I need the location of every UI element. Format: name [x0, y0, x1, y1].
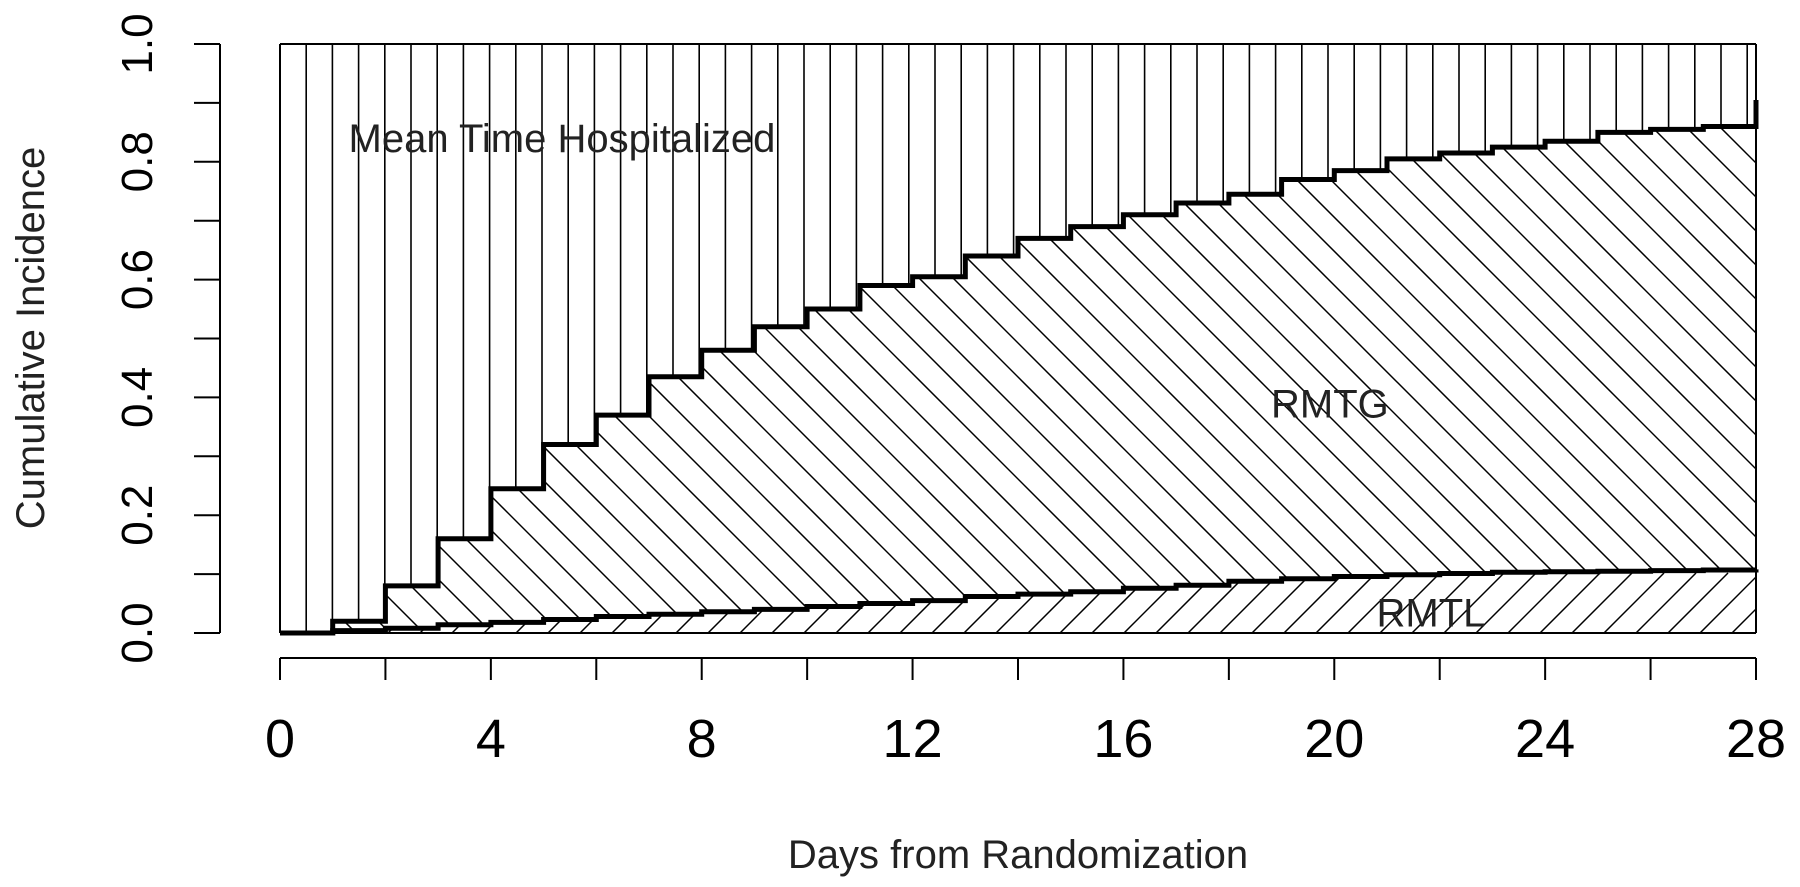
hatch-line: [1262, 100, 1756, 633]
hatch-line: [803, 572, 865, 633]
hatch-line: [1379, 572, 1441, 633]
hatch-line: [280, 572, 321, 633]
hatch-line: [1251, 572, 1313, 633]
hatch-line: [1024, 100, 1615, 633]
hatch-line: [1364, 100, 1756, 633]
hatch-line: [1155, 572, 1217, 633]
hatch-line: [1635, 572, 1697, 633]
hatch-line: [990, 100, 1581, 633]
hatch-line: [675, 572, 737, 633]
hatch-line: [1603, 572, 1665, 633]
hatch-line: [1194, 100, 1756, 633]
x-tick-label: 28: [1726, 709, 1786, 769]
hatch-line: [643, 572, 705, 633]
y-tick-label: 0.4: [113, 367, 162, 428]
x-axis-title: Days from Randomization: [788, 833, 1248, 877]
hatch-line: [922, 100, 1513, 633]
hatch-line: [963, 572, 1025, 633]
hatch-line: [1411, 572, 1473, 633]
hatch-layer: [280, 44, 1800, 633]
y-axis-title: Cumulative Incidence: [9, 147, 53, 529]
x-tick-label: 0: [265, 709, 295, 769]
hatch-line: [786, 100, 1377, 633]
hatch-line: [1773, 44, 1800, 633]
annotation-mean-time-hospitalized: Mean Time Hospitalized: [349, 117, 776, 161]
hatch-line: [1796, 573, 1800, 633]
y-axis: 0.0 0.2 0.4 0.6 0.8 1.0: [113, 13, 221, 664]
hatch-line: [1699, 572, 1756, 633]
hatch-line: [291, 572, 353, 633]
hatch-line: [1534, 100, 1756, 633]
hatch-line: [1027, 572, 1089, 633]
x-tick-label: 4: [476, 709, 506, 769]
x-tick-label: 24: [1515, 709, 1575, 769]
hatch-line: [888, 100, 1479, 633]
hatch-line: [611, 572, 673, 633]
hatch-line: [1347, 572, 1409, 633]
hatch-line: [1092, 100, 1683, 633]
plot-frame: [279, 43, 1757, 634]
hatch-line: [1704, 100, 1756, 633]
hatch-line: [280, 100, 357, 633]
y-tick-label: 0.0: [113, 602, 162, 663]
hatch-line: [1228, 100, 1756, 633]
hatch-line: [1738, 100, 1756, 633]
hatch-line: [1507, 572, 1569, 633]
hatch-line: [1636, 100, 1756, 633]
annotation-rmtl: RMTL: [1377, 591, 1486, 635]
series-lower-step-line: [280, 567, 1759, 636]
y-tick-label: 1.0: [113, 13, 162, 74]
hatch-line: [739, 572, 801, 633]
hatch-rmtg: [280, 44, 1800, 633]
hatch-line: [1283, 572, 1345, 633]
x-axis: 0 4 8 12 16 20 24 28: [265, 657, 1786, 769]
hatch-line: [707, 572, 769, 633]
series-upper-step-line: [280, 100, 1759, 636]
hatch-line: [854, 100, 1445, 633]
y-tick-label: 0.2: [113, 485, 162, 546]
x-tick-label: 12: [883, 709, 943, 769]
x-tick-label: 8: [687, 709, 717, 769]
y-tick-label: 0.6: [113, 249, 162, 310]
hatch-line: [752, 100, 1343, 633]
annotation-rmtg: RMTG: [1271, 382, 1389, 426]
hatch-line: [1059, 572, 1121, 633]
hatch-line: [1731, 572, 1756, 633]
x-tick-label: 20: [1304, 709, 1364, 769]
x-tick-label: 16: [1093, 709, 1153, 769]
y-tick-label: 0.8: [113, 131, 162, 192]
hatch-line: [1602, 100, 1756, 633]
hatch-line: [956, 100, 1547, 633]
hatch-line: [995, 572, 1057, 633]
hatch-line: [1568, 100, 1756, 633]
hatch-line: [1475, 572, 1537, 633]
hatch-line: [1443, 572, 1505, 633]
hatch-line: [1539, 572, 1601, 633]
curve-layer: [280, 100, 1759, 636]
hatch-line: [1571, 572, 1633, 633]
hatch-line: [1764, 573, 1800, 633]
hatch-line: [1315, 572, 1377, 633]
hatch-line: [1667, 572, 1729, 633]
